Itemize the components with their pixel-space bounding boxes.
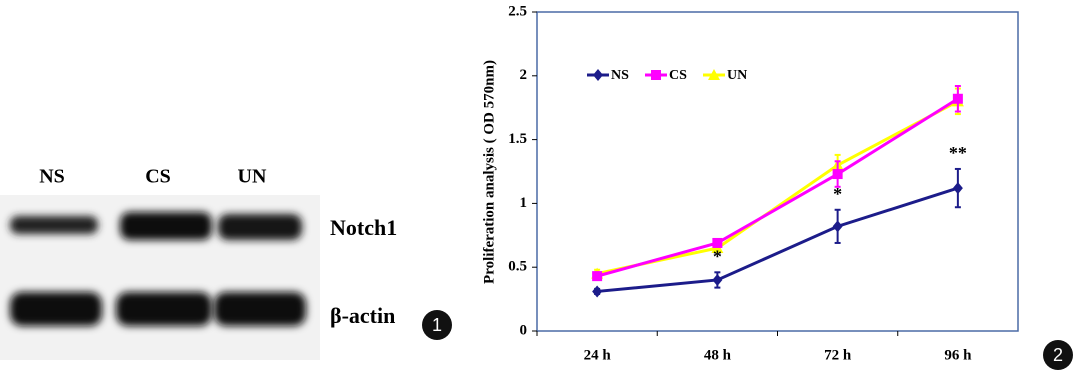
band (214, 292, 306, 326)
x-tick-label: 72 h (824, 347, 852, 363)
marker (593, 69, 603, 81)
legend-label: NS (611, 68, 629, 83)
marker (833, 169, 843, 179)
protein-label: Notch1 (330, 215, 397, 240)
plot-frame (537, 12, 1018, 331)
marker (953, 94, 963, 104)
protein-label: β-actin (330, 303, 395, 328)
panel-number: 2 (1053, 345, 1063, 365)
legend-label: CS (669, 68, 687, 83)
blot: NS CS UN Notch1 β-actin 1 (0, 166, 452, 360)
series-line (597, 99, 958, 276)
lane-label: UN (238, 166, 267, 188)
series-line (597, 188, 958, 291)
lane-label: NS (39, 166, 65, 188)
y-axis-label: Proliferation analysis ( OD 570nm) (481, 60, 497, 284)
marker (651, 70, 661, 80)
band (120, 212, 212, 240)
annotation: * (833, 184, 842, 204)
legend-label: UN (727, 68, 747, 83)
band (218, 214, 302, 240)
marker (833, 220, 843, 232)
band (10, 216, 98, 234)
panel-number: 1 (432, 315, 442, 335)
annotation: ** (949, 143, 967, 163)
marker (953, 182, 963, 194)
band (116, 292, 212, 326)
y-tick-label: 0 (520, 322, 528, 338)
lane-label: CS (145, 166, 171, 188)
marker (592, 271, 602, 281)
y-tick-label: 1 (520, 195, 528, 211)
x-tick-label: 96 h (944, 347, 972, 363)
page: NS CS UN Notch1 β-actin 1 2 Proliferatio… (0, 0, 1078, 372)
band (10, 292, 102, 326)
marker (712, 274, 722, 286)
y-tick-label: 2 (520, 67, 528, 83)
figure: NS CS UN Notch1 β-actin 1 2 Proliferatio… (0, 0, 1078, 372)
x-tick-label: 48 h (704, 347, 732, 363)
marker (592, 285, 602, 297)
series-line (597, 101, 958, 273)
x-tick-label: 24 h (584, 347, 612, 363)
y-tick-label: 1.5 (508, 131, 527, 147)
y-tick-label: 2.5 (508, 3, 527, 19)
y-tick-label: 0.5 (508, 259, 527, 275)
annotation: * (713, 246, 722, 266)
